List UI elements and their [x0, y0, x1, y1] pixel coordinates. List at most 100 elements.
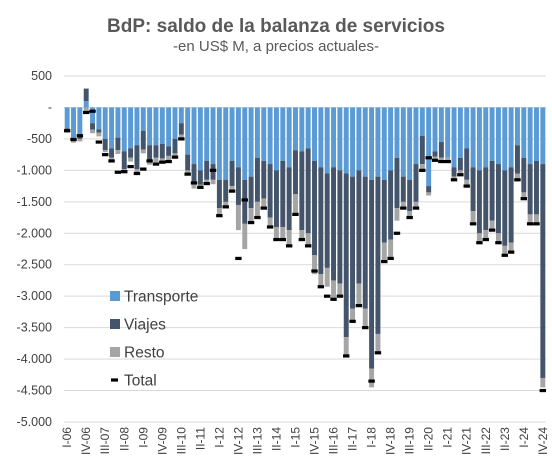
bar-resto-III-12: [229, 186, 235, 192]
bar-viajes-III-15: [305, 148, 311, 234]
total-marker-I-11: [190, 181, 198, 185]
x-tick-label: I-15: [288, 427, 302, 448]
bar-transporte-III-23: [508, 107, 514, 168]
total-marker-IV-14: [285, 244, 293, 248]
total-marker-I-16: [317, 285, 325, 289]
bar-transporte-I-13: [242, 107, 248, 180]
total-marker-II-06: [70, 137, 77, 142]
bar-transporte-I-08: [115, 107, 121, 138]
y-tick-label: -5.000: [17, 415, 52, 429]
bar-resto-IV-13: [261, 198, 267, 209]
x-tick-label: III-22: [479, 427, 493, 455]
bar-transporte-III-18: [381, 107, 387, 180]
bar-viajes-IV-22: [489, 160, 495, 221]
bar-resto-II-22: [476, 233, 482, 243]
bar-transporte-IV-24: [540, 107, 546, 165]
bar-viajes-III-10: [178, 123, 184, 135]
x-tick-label: I-09: [136, 427, 150, 448]
total-marker-III-12: [228, 189, 236, 193]
bar-viajes-IV-08: [134, 145, 140, 170]
bar-resto-IV-17: [362, 308, 368, 328]
bar-transporte-I-09: [140, 107, 146, 131]
bar-viajes-IV-13: [261, 160, 267, 199]
bar-resto-III-19: [407, 211, 413, 218]
bar-viajes-IV-19: [413, 164, 419, 202]
bar-transporte-III-19: [407, 107, 413, 180]
x-tick-label: II-20: [422, 427, 436, 451]
x-axis-tick-labels: I-06 IV-06 III-07 II-08 I-09 IV-09 III-10 II-11…: [60, 427, 550, 455]
total-marker-II-20: [425, 156, 432, 160]
bar-viajes-II-19: [400, 176, 406, 202]
bar-viajes-II-10: [172, 138, 178, 154]
bar-viajes-III-20: [432, 151, 438, 157]
y-tick-label: -2.000: [17, 226, 52, 240]
bar-resto-I-21: [445, 157, 451, 162]
bar-resto-IV-14: [286, 230, 292, 246]
bar-viajes-III-11: [204, 160, 210, 180]
bar-viajes-III-14: [280, 160, 286, 227]
bar-viajes-I-08: [115, 137, 121, 151]
bar-viajes-I-14: [267, 164, 273, 218]
total-marker-IV-06: [82, 110, 90, 115]
legend-viajes-swatch: [110, 319, 120, 329]
x-tick-label: III-16: [327, 427, 341, 455]
bar-transporte-III-14: [280, 107, 286, 161]
total-marker-III-20: [431, 158, 439, 162]
x-tick-label: IV-18: [384, 427, 398, 455]
bar-viajes-II-09: [147, 145, 153, 161]
bar-viajes-I-24: [521, 157, 527, 193]
bar-resto-IV-23: [514, 173, 520, 180]
total-marker-II-21: [450, 178, 458, 182]
total-marker-I-06: [63, 129, 71, 133]
bar-transporte-III-15: [305, 107, 311, 149]
bar-transporte-IV-07: [109, 107, 115, 149]
total-marker-III-14: [279, 237, 287, 242]
bar-resto-II-16: [324, 267, 330, 287]
total-marker-I-23: [495, 241, 502, 245]
bar-viajes-II-22: [476, 170, 482, 234]
bar-viajes-II-24: [527, 164, 533, 215]
total-marker-IV-21: [463, 184, 470, 188]
bar-resto-IV-24: [540, 377, 546, 388]
x-tick-label: IV-21: [460, 427, 474, 455]
bar-viajes-III-24: [534, 160, 539, 215]
total-marker-III-09: [152, 162, 160, 166]
legend-total-label: Total: [124, 373, 157, 390]
bar-resto-III-15: [305, 233, 311, 246]
legend-transporte-swatch: [110, 291, 120, 301]
bar-transporte-II-18: [375, 107, 381, 177]
bar-transporte-II-23: [502, 107, 508, 171]
bar-resto-IV-07: [109, 157, 115, 161]
bar-resto-IV-08: [134, 169, 140, 174]
x-tick-label: I-21: [441, 427, 455, 448]
bar-resto-I-13: [242, 223, 248, 249]
bar-viajes-II-15: [299, 151, 305, 231]
total-marker-IV-12: [235, 256, 242, 261]
bar-viajes-III-18: [381, 179, 387, 243]
total-marker-IV-16: [336, 294, 344, 298]
x-tick-label: II-11: [193, 427, 207, 450]
bar-viajes-I-15: [293, 150, 298, 195]
bar-transporte-II-07: [96, 107, 102, 130]
x-tick-label: IV-09: [155, 427, 169, 455]
bar-resto-II-12: [223, 201, 229, 207]
legend-transporte-label: Transporte: [124, 289, 198, 306]
total-marker-III-23: [507, 250, 515, 254]
bar-viajes-II-21: [451, 167, 457, 177]
bar-transporte-III-22: [483, 107, 489, 168]
bar-viajes-II-20: [426, 186, 432, 193]
bar-viajes-II-18: [375, 176, 381, 334]
bar-resto-I-19: [394, 208, 400, 221]
bar-viajes-IV-23: [514, 145, 520, 174]
bar-transporte-III-20: [432, 107, 438, 152]
total-marker-I-21: [444, 159, 451, 164]
total-marker-I-12: [216, 214, 223, 218]
bar-viajes-II-12: [223, 179, 229, 202]
bar-transporte-I-20: [419, 107, 425, 136]
bar-transporte-IV-20: [438, 107, 444, 143]
bar-transporte-I-19: [394, 107, 400, 158]
bar-transporte-II-20: [426, 107, 432, 187]
x-tick-label: I-18: [365, 427, 379, 448]
total-marker-I-22: [469, 222, 477, 226]
total-marker-II-19: [400, 206, 407, 210]
